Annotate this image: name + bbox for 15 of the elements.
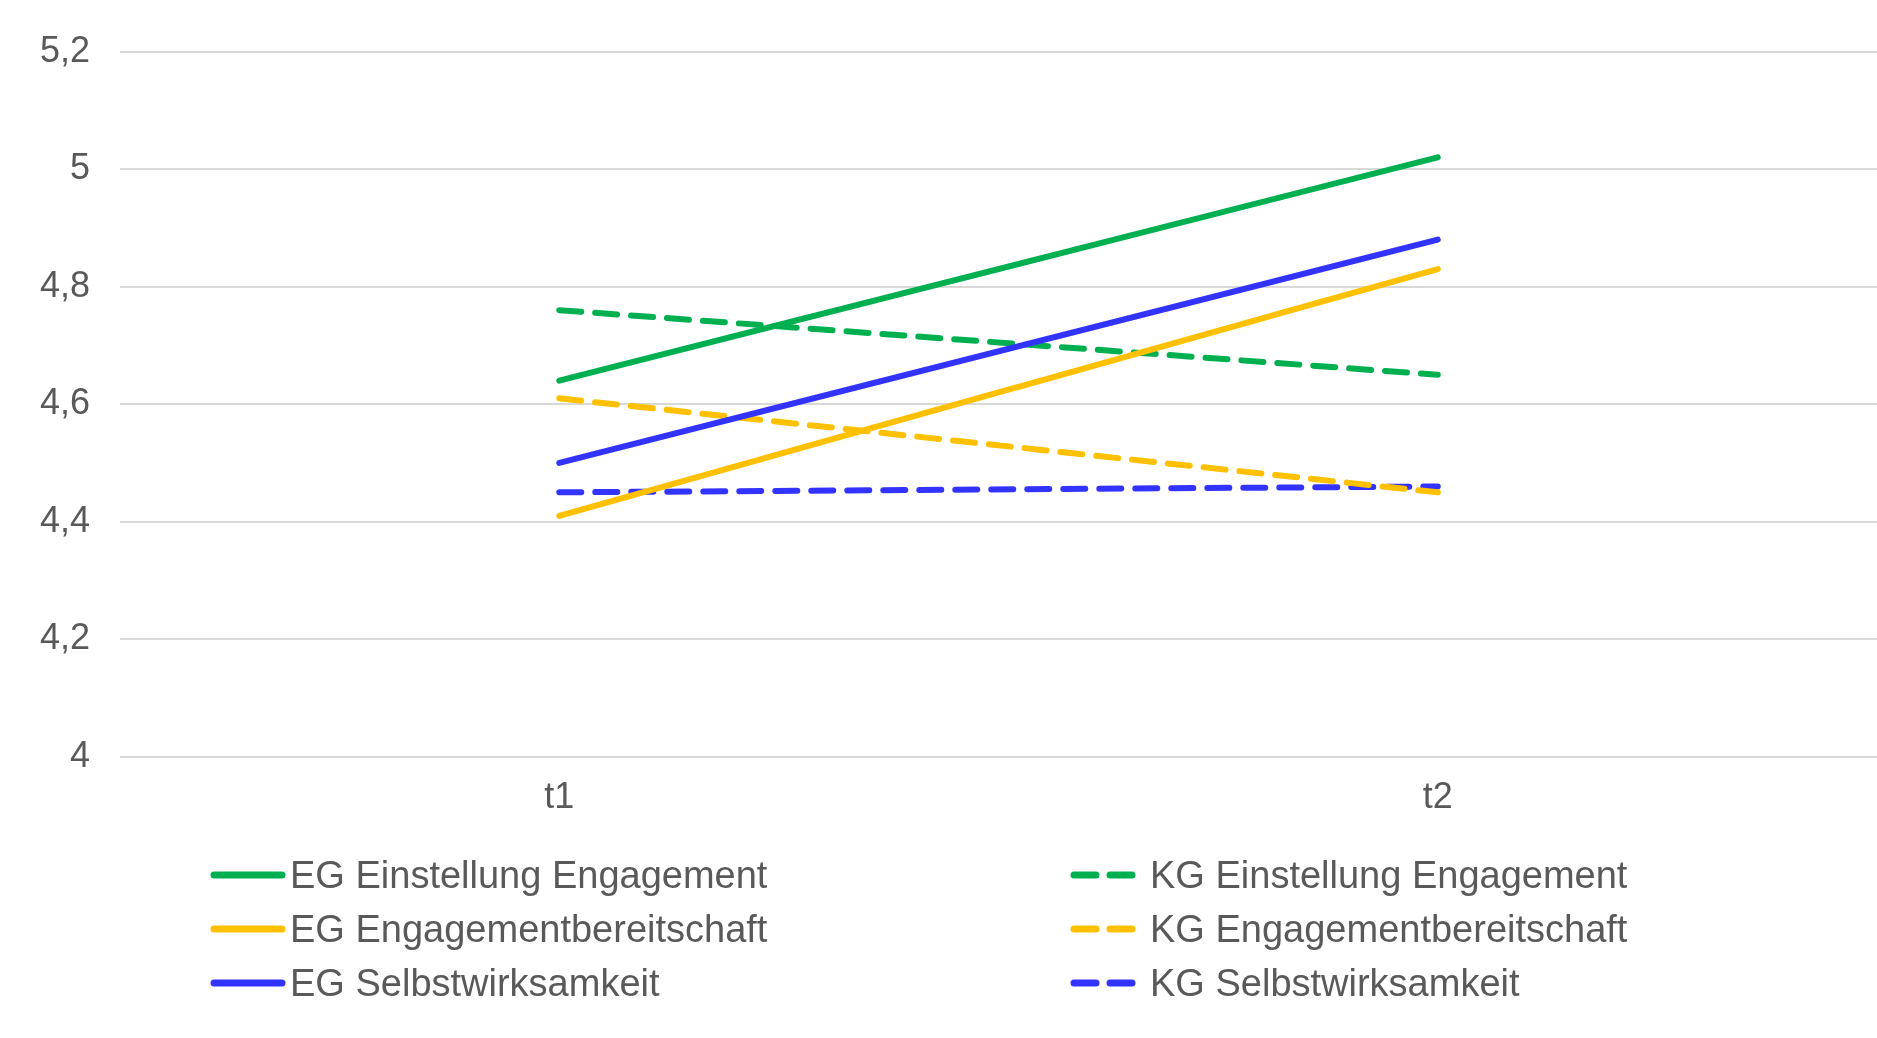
x-tick-label: t1 [544,775,575,817]
legend-label: KG Engagementbereitschaft [1150,907,1628,952]
legend-label: EG Selbstwirksamkeit [290,961,660,1006]
y-tick-label: 4,6 [40,381,91,423]
legend-label: EG Einstellung Engagement [290,853,768,898]
y-tick-label: 4,8 [40,263,91,305]
y-tick-label: 4,2 [40,616,91,658]
legend-label: KG Selbstwirksamkeit [1150,961,1520,1006]
y-tick-label: 4,4 [40,498,91,540]
y-tick-label: 5 [70,146,91,188]
legend-label: EG Engagementbereitschaft [290,907,768,952]
y-tick-label: 5,2 [40,28,91,70]
x-tick-label: t2 [1422,775,1453,817]
legend-label: KG Einstellung Engagement [1150,853,1628,898]
y-tick-label: 4 [70,733,91,775]
